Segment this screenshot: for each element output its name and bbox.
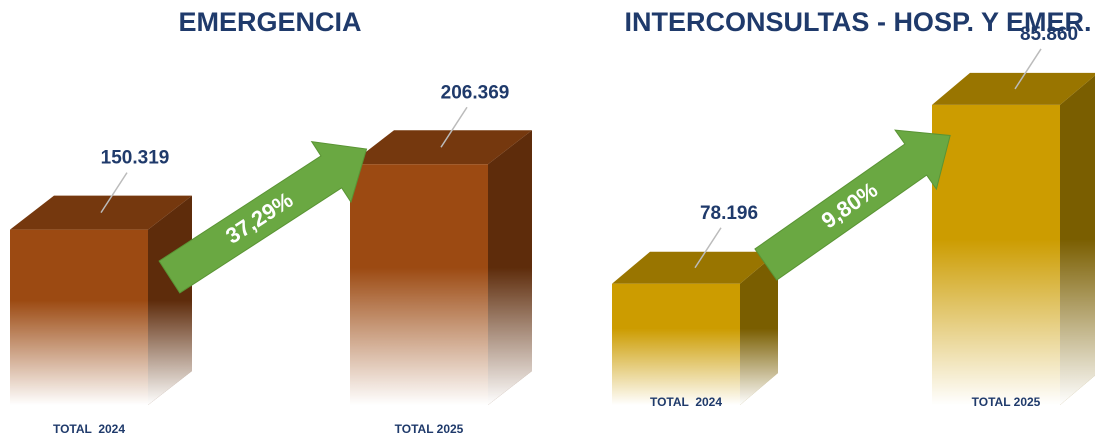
x-tick-label: TOTAL 2024 [53,422,125,436]
bar [10,195,192,405]
bar [350,130,532,406]
value-label: 78.196 [700,203,758,224]
bar [612,251,778,405]
x-tick-label: TOTAL 2024 [650,395,722,409]
arrow-shape [158,141,368,294]
chart-title: INTERCONSULTAS - HOSP. Y EMER. [624,7,1091,37]
bar-fade [350,130,532,406]
leader-line [694,227,722,269]
bar-fade [612,251,778,405]
chart-title: EMERGENCIA [178,7,361,37]
x-tick-label: TOTAL 2025 [395,422,464,436]
arrow-shape [754,129,951,281]
value-label: 150.319 [101,148,170,169]
leader-line [440,106,468,148]
value-label: 206.369 [441,82,510,103]
leader-line [100,172,128,214]
bar-fade [10,195,192,405]
bar-fade [932,75,1095,405]
bar [932,72,1095,405]
x-tick-label: TOTAL 2025 [972,395,1041,409]
value-label: 85.860 [1020,24,1078,45]
bar-top [932,72,1095,105]
leader-line [1014,48,1042,90]
